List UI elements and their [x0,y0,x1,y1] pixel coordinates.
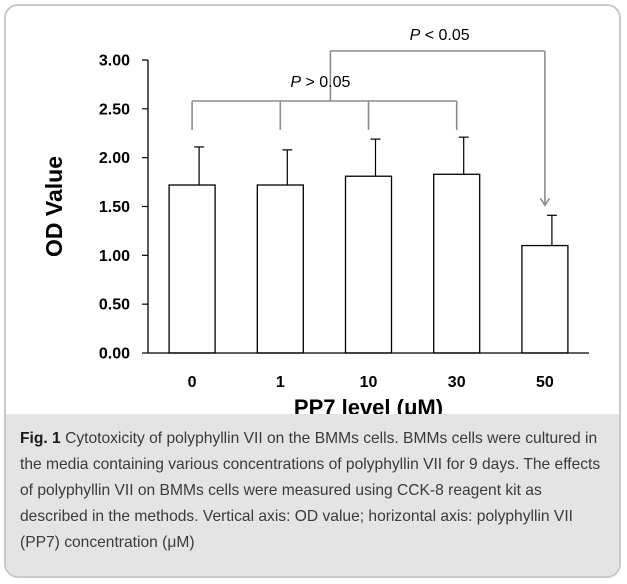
bar [433,173,481,354]
y-tick-label: 1.50 [99,199,130,216]
figure-caption: Fig. 1 Cytotoxicity of polyphyllin VII o… [6,414,619,576]
x-tick-label: 30 [448,374,466,391]
annotation-p-text: > 0.05 [301,74,350,91]
y-tick-label: 2.50 [99,101,130,118]
x-axis-label: PP7 level (μM) [294,395,443,414]
arrow-head-icon [539,197,551,207]
bar [344,175,393,354]
x-tick-label: 1 [276,374,285,391]
y-tick-label: 1.00 [99,248,130,265]
y-tick-label: 0.00 [99,346,130,363]
y-tick-label: 0.50 [99,297,130,314]
annotation-p-less: P < 0.05 [410,27,470,44]
bar [256,184,304,354]
x-tick-label: 0 [188,374,197,391]
caption-paragraph: Fig. 1 Cytotoxicity of polyphyllin VII o… [20,426,605,556]
annotation-p-symbol: P [410,27,421,44]
bar [521,244,569,354]
annotation-p-text: < 0.05 [420,27,469,44]
chart-svg: P > 0.05P < 0.05 0.000.501.001.502.002.5… [41,27,589,414]
x-tick-label: 50 [536,374,554,391]
y-axis-label: OD Value [41,156,67,257]
y-tick-label: 3.00 [99,53,130,70]
caption-figure-label: Fig. 1 [20,430,61,447]
x-tick-label: 10 [360,374,378,391]
caption-body: Cytotoxicity of polyphyllin VII on the B… [20,430,601,551]
bar [168,184,216,354]
figure-panel: P > 0.05 P < 0.05 0.00 0.50 1.00 1.50 2.00 2.5… [4,4,621,578]
annotation-p-greater: P > 0.05 [290,74,350,91]
bar-chart: P > 0.05 P < 0.05 0.00 0.50 1.00 1.50 2.00 2.5… [6,6,619,414]
annotation-p-symbol: P [290,74,301,91]
y-tick-label: 2.00 [99,150,130,167]
